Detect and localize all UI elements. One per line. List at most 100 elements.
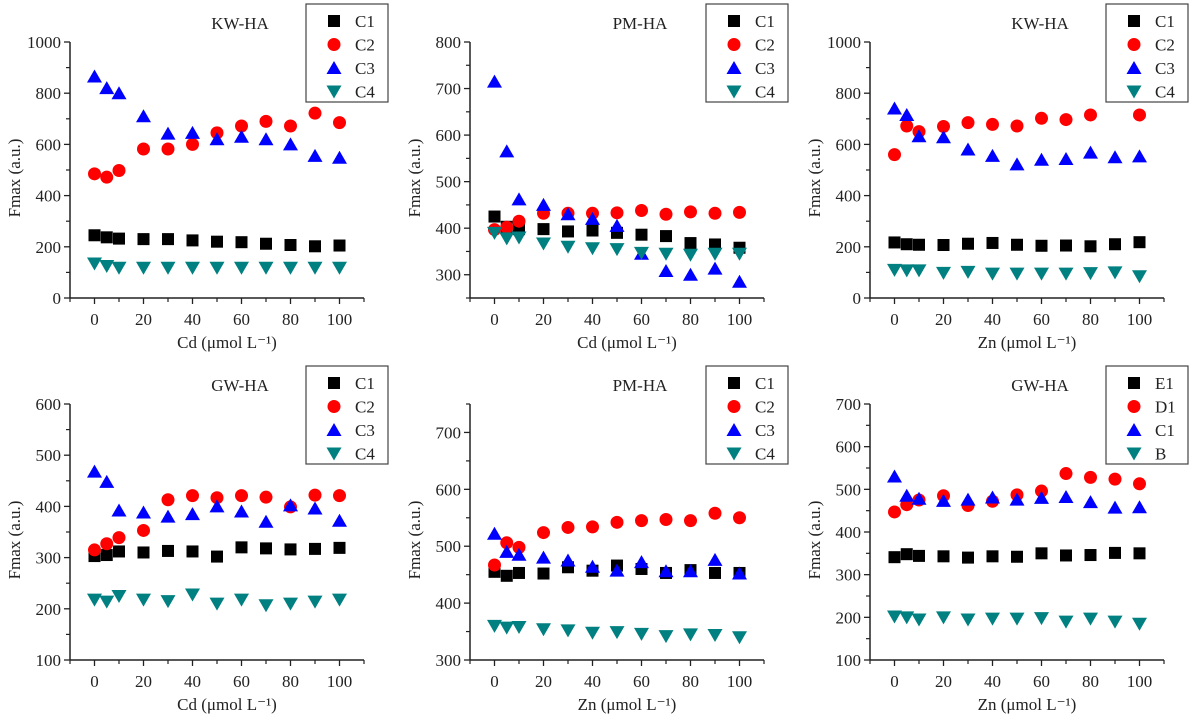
data-point (162, 233, 174, 246)
legend: C1 C2 C3 C4 (1105, 3, 1189, 103)
data-point (162, 544, 174, 557)
data-point (513, 566, 525, 579)
data-point (683, 248, 698, 262)
data-point (211, 550, 223, 563)
data-point (1034, 152, 1049, 166)
data-point (209, 132, 225, 146)
x-tick-label: 80 (1082, 672, 1099, 691)
data-point (658, 564, 674, 578)
x-tick-label: 80 (682, 672, 699, 691)
x-axis-label: Cd (μmol L⁻¹) (177, 333, 277, 352)
data-point (1132, 270, 1147, 284)
legend-label: C2 (1155, 36, 1175, 55)
y-tick-label: 400 (436, 219, 462, 238)
data-point (186, 545, 199, 558)
data-point (1083, 495, 1098, 509)
chart-title: GW-HA (1011, 376, 1069, 395)
legend-marker (727, 38, 741, 51)
chart-svg: 0 200 400 600 800 1000 0 20 40 60 80 100 Zn (μmol L⁻… (805, 3, 1189, 352)
data-point (911, 129, 927, 143)
data-point (333, 541, 346, 554)
legend-label: C4 (755, 83, 775, 102)
data-point (332, 150, 347, 164)
y-axis-label: Fmax (a.u.) (405, 501, 424, 580)
x-tick-label: 100 (1127, 672, 1153, 691)
data-point (1009, 157, 1025, 171)
data-point (560, 553, 576, 567)
data-point (961, 116, 975, 130)
panel-pm-ha-zn: 300 400 500 600 700 0 20 40 60 80 100 Zn (μmol L⁻¹)… (400, 362, 800, 724)
legend-label: C1 (1155, 12, 1175, 31)
legend-marker (726, 447, 742, 461)
data-point (1107, 500, 1123, 514)
x-axis-label: Cd (μmol L⁻¹) (577, 333, 677, 352)
data-point (1107, 150, 1123, 164)
data-point (708, 506, 722, 520)
data-point (1009, 612, 1025, 626)
data-point (161, 142, 175, 156)
data-point (610, 515, 624, 529)
y-tick-label: 300 (36, 549, 62, 568)
data-point (1132, 149, 1147, 163)
y-tick-label: 700 (436, 80, 462, 99)
series-c3 (87, 69, 347, 164)
y-tick-label: 500 (36, 446, 62, 465)
data-point (561, 520, 575, 534)
legend-marker (328, 377, 340, 389)
data-point (235, 541, 248, 554)
data-point (260, 237, 272, 250)
data-point (560, 624, 576, 638)
series-c2 (888, 108, 1146, 162)
data-point (488, 210, 501, 223)
data-point (88, 167, 101, 181)
legend-box (1105, 365, 1189, 465)
data-point (333, 489, 346, 503)
data-point (234, 593, 249, 607)
series-c1 (888, 236, 1146, 253)
chart-svg: 0 200 400 600 800 1000 0 20 40 60 80 100 Cd (μmol L⁻… (5, 3, 389, 352)
legend: C1 C2 C3 C4 (305, 365, 389, 465)
data-point (609, 626, 625, 640)
data-point (1059, 113, 1073, 127)
data-point (960, 142, 976, 156)
y-tick-label: 300 (436, 266, 462, 285)
panel-pm-ha-cd: 300 400 500 600 700 800 0 20 40 60 80 100 Cd (μmol L… (400, 0, 800, 362)
data-point (88, 229, 101, 242)
y-tick-label: 400 (36, 497, 62, 516)
data-point (732, 247, 747, 261)
legend-box (305, 365, 389, 465)
data-point (100, 231, 113, 244)
y-axis-label: Fmax (a.u.) (5, 501, 24, 580)
data-point (887, 469, 902, 483)
data-point (136, 593, 151, 607)
data-point (333, 116, 346, 130)
data-point (284, 119, 297, 133)
y-tick-label: 500 (836, 480, 862, 499)
x-tick-label: 0 (490, 672, 499, 691)
data-point (888, 551, 901, 564)
legend-label: C3 (755, 421, 775, 440)
data-point (1133, 108, 1146, 122)
legend: C1 C2 C3 C4 (705, 3, 789, 103)
data-point (283, 137, 298, 151)
data-point (87, 69, 102, 83)
series-c1 (88, 541, 346, 563)
data-point (709, 238, 721, 251)
data-point (684, 205, 697, 219)
data-point (560, 207, 576, 221)
legend: C1 C2 C3 C4 (305, 3, 389, 103)
legend-box (705, 3, 789, 103)
data-point (332, 593, 347, 607)
legend-marker (1126, 447, 1142, 461)
series-c1 (88, 229, 346, 253)
data-point (1133, 236, 1146, 249)
data-point (99, 260, 115, 273)
x-tick-label: 20 (935, 310, 952, 329)
data-point (136, 505, 151, 519)
data-point (683, 628, 698, 642)
data-point (911, 491, 927, 505)
data-point (185, 507, 200, 521)
legend-marker (1128, 15, 1140, 27)
data-point (283, 261, 298, 275)
x-tick-label: 80 (682, 310, 699, 329)
